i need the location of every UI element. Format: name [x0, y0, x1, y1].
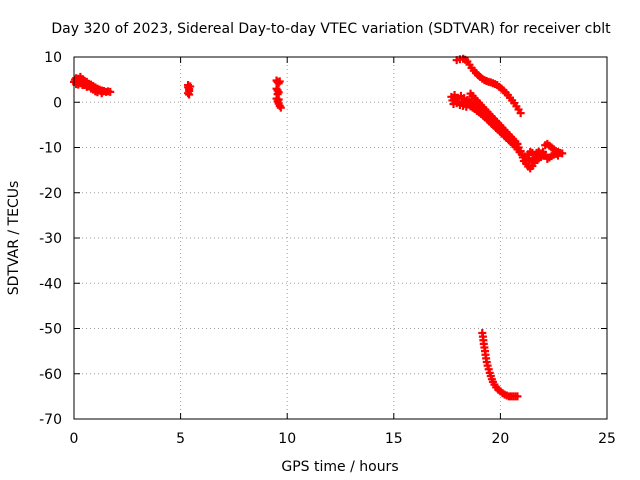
- y-tick-label: -20: [39, 186, 62, 202]
- data-point: [84, 82, 93, 91]
- y-tick-label: -70: [39, 412, 62, 428]
- grid: [74, 57, 607, 419]
- data-point: [275, 77, 284, 86]
- data-point: [186, 82, 195, 91]
- x-tick-labels: 0 5 10 15 20 25: [70, 431, 616, 447]
- data-point: [272, 94, 281, 103]
- y-tick-label: -60: [39, 367, 62, 383]
- data-point: [539, 148, 548, 157]
- data-point: [276, 103, 285, 112]
- axis-ticks: [73, 56, 608, 420]
- x-tick-label: 10: [278, 431, 296, 447]
- y-tick-label: -30: [39, 231, 62, 247]
- plot-frame: [73, 56, 608, 420]
- data-point: [513, 392, 522, 401]
- data-point: [97, 89, 106, 98]
- y-tick-labels: 10 0 -10 -20 -30 -40 -50 -60 -70: [39, 50, 62, 428]
- data-point: [185, 90, 194, 99]
- data-point: [553, 151, 562, 160]
- data-point: [89, 85, 98, 94]
- x-tick-label: 5: [176, 431, 185, 447]
- data-point: [529, 154, 538, 163]
- y-tick-label: 10: [44, 50, 62, 66]
- x-axis-label: GPS time / hours: [281, 459, 398, 475]
- data-point: [72, 80, 81, 89]
- y-axis-label: SDTVAR / TECUs: [6, 181, 22, 296]
- x-tick-label: 20: [491, 431, 509, 447]
- data-point: [516, 109, 525, 118]
- y-tick-label: 0: [53, 95, 62, 111]
- y-tick-label: -40: [39, 276, 62, 292]
- y-tick-label: -50: [39, 322, 62, 338]
- x-tick-label: 25: [598, 431, 616, 447]
- x-tick-label: 0: [70, 431, 79, 447]
- x-tick-label: 15: [385, 431, 403, 447]
- y-tick-label: -10: [39, 141, 62, 157]
- data-points: [70, 54, 567, 401]
- data-point: [106, 87, 115, 96]
- data-point: [513, 139, 522, 148]
- chart-title: Day 320 of 2023, Sidereal Day-to-day VTE…: [51, 21, 611, 37]
